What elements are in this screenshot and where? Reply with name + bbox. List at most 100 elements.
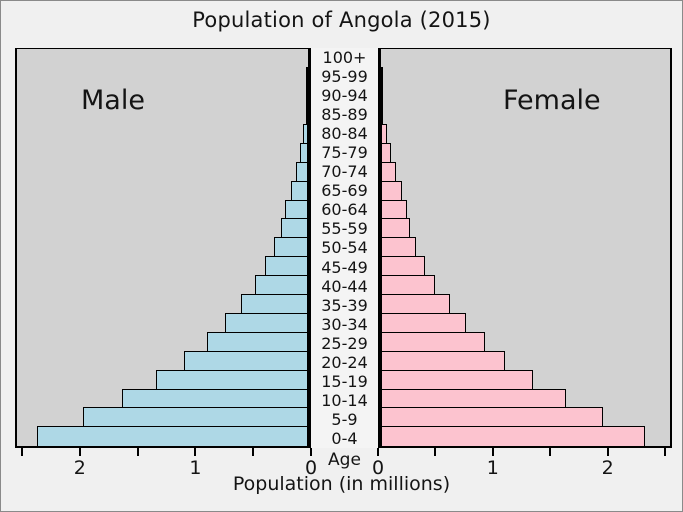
male-bar	[206, 331, 308, 353]
pyramid-row	[17, 218, 308, 239]
female-bar	[381, 237, 416, 258]
panel-right: Female	[378, 48, 672, 448]
pyramid-row	[17, 237, 308, 258]
chart-title: Population of Angola (2015)	[192, 8, 491, 32]
ticks-right: 0 1 2	[372, 448, 672, 479]
age-group-label: 0-4	[331, 428, 358, 448]
female-bar	[381, 199, 407, 220]
female-bar	[381, 67, 383, 88]
pyramid-row	[381, 256, 670, 277]
age-group-label: 25-29	[321, 333, 368, 353]
female-bar	[381, 142, 392, 164]
age-group-label: 15-19	[321, 371, 368, 391]
pyramid-row	[17, 86, 308, 107]
pyramid-row	[17, 142, 308, 164]
axis-tick-label: 2	[73, 457, 86, 479]
pyramid-row	[17, 331, 308, 353]
pyramid-row	[17, 350, 308, 372]
pyramid-row	[17, 199, 308, 220]
pyramid-row	[17, 67, 308, 88]
pyramid-row	[381, 49, 670, 68]
pyramid-row	[17, 369, 308, 391]
age-group-label: 70-74	[321, 162, 368, 182]
male-bar	[300, 142, 308, 164]
female-bar	[381, 180, 403, 201]
x-axis-label: Population (in millions)	[232, 473, 451, 495]
age-group-label: 95-99	[321, 67, 368, 87]
axis-tick	[194, 448, 197, 456]
axis-tick-label: 1	[189, 457, 202, 479]
pyramid-row	[17, 256, 308, 277]
pyramid-row	[17, 161, 308, 183]
age-group-label: 35-39	[321, 295, 368, 315]
male-series-label: Male	[81, 85, 145, 116]
axis-tick	[252, 448, 255, 456]
female-bar	[381, 275, 436, 296]
axis-tick	[606, 448, 609, 456]
pyramid-row	[381, 104, 670, 126]
pyramid-row	[17, 49, 308, 68]
male-bar	[264, 256, 308, 277]
pyramid-row	[381, 161, 670, 183]
age-group-label: 55-59	[321, 219, 368, 239]
age-group-label: 60-64	[321, 200, 368, 220]
pyramid-row	[17, 388, 308, 409]
pyramid-row	[381, 199, 670, 220]
male-bar	[280, 218, 308, 239]
male-bar	[121, 388, 308, 409]
female-bar	[381, 218, 411, 239]
age-group-label: 45-49	[321, 257, 368, 277]
female-bar	[381, 407, 604, 428]
pyramid-row	[381, 123, 670, 145]
female-bar	[381, 123, 387, 145]
male-bar	[184, 350, 308, 372]
pyramid-row	[17, 275, 308, 296]
age-group-label: 30-34	[321, 314, 368, 334]
male-bar	[82, 407, 308, 428]
pyramid-row	[381, 237, 670, 258]
pyramid-row	[381, 294, 670, 315]
pyramid-row	[17, 123, 308, 145]
male-bar	[306, 104, 308, 126]
pyramid-row	[381, 275, 670, 296]
male-bar	[306, 86, 308, 107]
panel-left: Male	[15, 48, 311, 448]
age-group-label: 100+	[322, 48, 367, 68]
age-group-label: 90-94	[321, 86, 368, 106]
pyramid-row	[17, 180, 308, 201]
male-bar	[155, 369, 308, 391]
female-bar	[381, 388, 567, 409]
male-bar	[37, 426, 308, 447]
age-labels: 100+ 95-99 90-94 85-89 80-84 75-79 70-74 65-69 6…	[311, 48, 378, 448]
male-bar	[254, 275, 308, 296]
axis-tick	[20, 448, 23, 456]
female-bar	[381, 426, 646, 447]
axis-tick	[377, 448, 379, 456]
age-group-label: 50-54	[321, 238, 368, 258]
axis-tick-label: 1	[486, 457, 499, 479]
axis-tick	[549, 448, 552, 456]
pyramid-row	[381, 218, 670, 239]
male-bar	[295, 161, 308, 183]
pyramid-row	[17, 407, 308, 428]
axis-tick-label: 0	[371, 457, 385, 479]
age-group-label: 75-79	[321, 143, 368, 163]
male-bar	[225, 312, 308, 334]
male-bar	[303, 123, 308, 145]
axis-tick	[136, 448, 139, 456]
female-bar	[381, 86, 383, 107]
pyramid-row	[17, 426, 308, 447]
female-bar	[381, 369, 534, 391]
age-group-label: 85-89	[321, 105, 368, 125]
male-bar	[285, 199, 308, 220]
male-bar	[306, 67, 308, 88]
ticks-left: 0 1 2	[15, 448, 317, 479]
female-bar	[381, 161, 396, 183]
pyramid-row	[381, 331, 670, 353]
pyramid-row	[381, 86, 670, 107]
female-bar	[381, 350, 506, 372]
male-bar	[290, 180, 308, 201]
axis-tick	[491, 448, 494, 456]
axis-tick	[664, 448, 667, 456]
